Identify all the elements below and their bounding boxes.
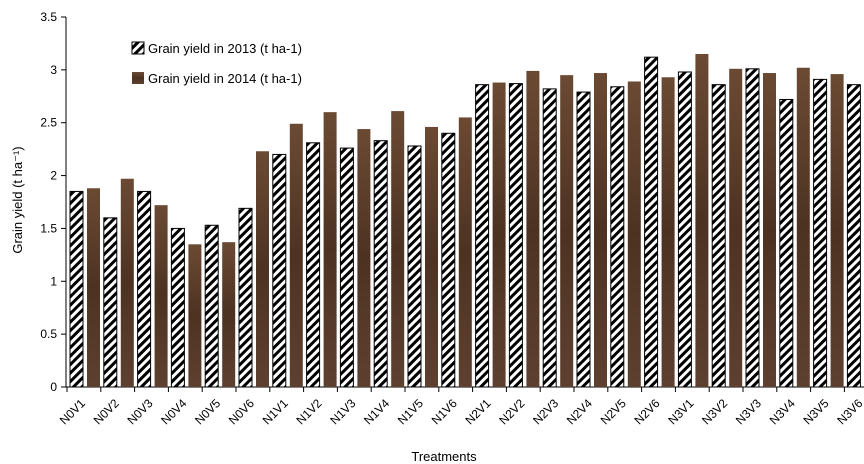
bar-2013 — [813, 78, 828, 388]
x-tick-label: N1V2 — [293, 396, 324, 427]
bar-2013 — [508, 83, 523, 388]
legend: Grain yield in 2013 (t ha-1) Grain yield… — [131, 41, 302, 86]
bar-2014 — [323, 112, 337, 388]
bar-2013 — [846, 84, 861, 388]
bar-2013 — [204, 224, 219, 388]
bar-2014 — [188, 244, 202, 387]
y-tick-label: 3 — [50, 63, 57, 77]
x-tick-label: N3V5 — [800, 396, 831, 427]
bar-2013 — [373, 140, 388, 388]
x-tick-label: N2V4 — [564, 396, 595, 427]
bar-2013 — [779, 98, 794, 388]
bar-2013 — [745, 68, 760, 388]
bar-2013 — [475, 84, 490, 388]
x-tick-label: N3V2 — [699, 396, 730, 427]
bar-2013 — [238, 207, 253, 388]
x-tick-label: N1V5 — [395, 396, 426, 427]
bar-2014 — [357, 129, 371, 388]
bar-2014 — [425, 126, 438, 387]
bar-2014 — [796, 67, 810, 387]
legend-label-2013: Grain yield in 2013 (t ha-1) — [148, 41, 302, 56]
bar-2013 — [103, 217, 118, 388]
x-tick-label: N0V4 — [158, 396, 189, 427]
x-tick-label: N0V3 — [124, 396, 155, 427]
bar-2014 — [695, 54, 709, 387]
bar-2014 — [154, 205, 168, 387]
legend-swatch-2014 — [132, 72, 144, 84]
y-tick-label: 2 — [50, 169, 57, 183]
x-tick-label: N1V4 — [361, 396, 392, 427]
x-tick-label: N2V5 — [598, 396, 629, 427]
bar-2013 — [69, 190, 84, 388]
bar-2014 — [289, 123, 303, 388]
x-tick-label: N3V3 — [733, 396, 764, 427]
x-tick-label: N1V1 — [260, 396, 291, 427]
x-tick-label: N0V6 — [226, 396, 257, 427]
bar-2013 — [610, 86, 625, 388]
bar-2014 — [526, 70, 540, 388]
bar-2013 — [644, 56, 659, 388]
bar-2013 — [677, 71, 692, 388]
y-axis: 0 0.5 1 1.5 2 2.5 3 3.5 — [40, 10, 67, 394]
bar-2014 — [458, 117, 472, 387]
bar-2014 — [120, 178, 134, 387]
x-tick-label: N3V6 — [834, 396, 864, 427]
bar-2013 — [711, 84, 726, 388]
bar-2013 — [576, 91, 591, 388]
bar-2013 — [339, 147, 354, 388]
bar-2013 — [137, 190, 152, 388]
bar-2014 — [661, 77, 675, 387]
y-tick-label: 2.5 — [40, 116, 57, 130]
y-tick-label: 3.5 — [40, 10, 57, 24]
bar-2013 — [170, 227, 185, 388]
bar-2014 — [830, 74, 844, 387]
y-tick-label: 0 — [50, 380, 57, 394]
x-tick-label: N0V1 — [57, 396, 88, 427]
x-tick-label: N3V1 — [665, 396, 696, 427]
x-tick-label: N0V5 — [192, 396, 223, 427]
bar-2013 — [272, 153, 287, 388]
x-tick-label: N2V1 — [462, 396, 493, 427]
bar-2014 — [627, 81, 641, 387]
y-tick-label: 1.5 — [40, 221, 57, 235]
x-tick-label: N1V6 — [429, 396, 460, 427]
bar-2014 — [87, 188, 100, 387]
bar-2013 — [306, 142, 321, 388]
x-tick-label: N2V2 — [496, 396, 527, 427]
bar-2013 — [542, 88, 557, 388]
bar-2014 — [594, 73, 607, 388]
bar-2014 — [391, 111, 405, 387]
bar-2014 — [492, 82, 506, 388]
x-axis: N0V1 N0V2 N0V3 N0V4 N0V5 N0V6 N1V1 N1V2 N1V3 N1V4… — [57, 386, 864, 427]
bar-2013 — [407, 145, 422, 388]
x-axis-title: Treatments — [411, 449, 477, 464]
legend-swatch-2013 — [131, 41, 145, 55]
bar-2014 — [729, 68, 743, 388]
bars — [69, 54, 861, 388]
x-tick-label: N0V2 — [91, 396, 122, 427]
bar-2014 — [560, 75, 574, 388]
bar-2013 — [441, 132, 456, 388]
legend-label-2014: Grain yield in 2014 (t ha-1) — [148, 71, 302, 86]
x-tick-label: N3V4 — [767, 396, 798, 427]
bar-2014 — [256, 151, 269, 387]
x-tick-label: N2V6 — [631, 396, 662, 427]
x-tick-label: N2V3 — [530, 396, 561, 427]
y-tick-label: 0.5 — [40, 327, 57, 341]
y-tick-label: 1 — [50, 274, 57, 288]
x-tick-label: N1V3 — [327, 396, 358, 427]
bar-2014 — [222, 242, 236, 387]
y-axis-title: Grain yield (t ha⁻¹) — [10, 146, 25, 253]
bar-2014 — [763, 73, 776, 388]
